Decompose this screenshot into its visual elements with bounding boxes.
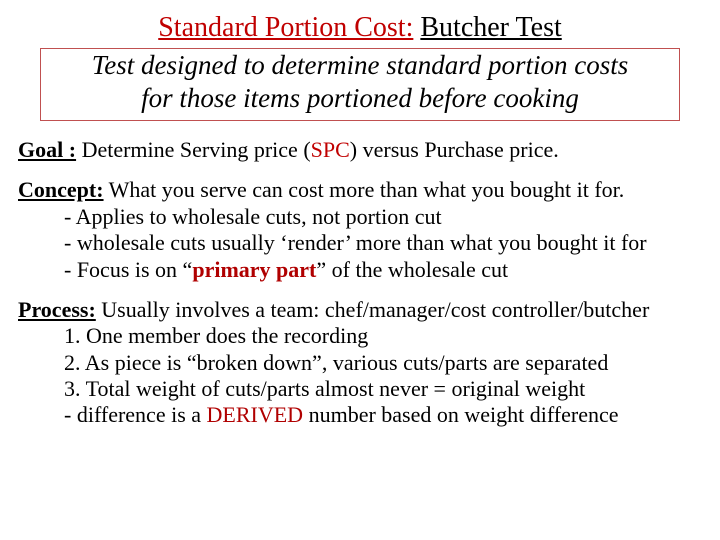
process-diff-pre: - difference is a [64,402,207,427]
goal-text-after: ) versus Purchase price. [350,137,559,162]
concept-lead: What you serve can cost more than what y… [104,177,625,202]
process-step-3: 3. Total weight of cuts/parts almost nev… [18,376,702,402]
process-paragraph: Process: Usually involves a team: chef/m… [18,297,702,429]
process-lead: Usually involves a team: chef/manager/co… [96,297,649,322]
slide-title: Standard Portion Cost: Butcher Test [18,12,702,44]
concept-primary-part: primary part [192,257,316,282]
concept-b3-post: ” of the wholesale cut [316,257,508,282]
concept-bullet-2: - wholesale cuts usually ‘render’ more t… [18,230,702,256]
goal-spc: SPC [311,137,350,162]
title-subject: Butcher Test [420,12,561,43]
goal-paragraph: Goal : Determine Serving price (SPC) ver… [18,137,702,163]
goal-label: Goal : [18,137,76,162]
concept-bullet-1: - Applies to wholesale cuts, not portion… [18,204,702,230]
concept-label: Concept: [18,177,104,202]
process-difference: - difference is a DERIVED number based o… [18,402,702,428]
slide: Standard Portion Cost: Butcher Test Test… [0,0,720,540]
concept-paragraph: Concept: What you serve can cost more th… [18,177,702,283]
process-diff-post: number based on weight difference [303,402,618,427]
process-step-2: 2. As piece is “broken down”, various cu… [18,350,702,376]
concept-b3-pre: - Focus is on “ [64,257,192,282]
process-step-1: 1. One member does the recording [18,323,702,349]
definition-line-2: for those items portioned before cooking [51,82,669,114]
body: Goal : Determine Serving price (SPC) ver… [18,137,702,429]
goal-text-before: Determine Serving price ( [76,137,311,162]
process-label: Process: [18,297,96,322]
definition-line-1: Test designed to determine standard port… [51,49,669,81]
title-term: Standard Portion Cost: [158,12,413,43]
definition-box: Test designed to determine standard port… [40,48,680,121]
process-derived-word: DERIVED [207,402,304,427]
concept-bullet-3: - Focus is on “primary part” of the whol… [18,257,702,283]
